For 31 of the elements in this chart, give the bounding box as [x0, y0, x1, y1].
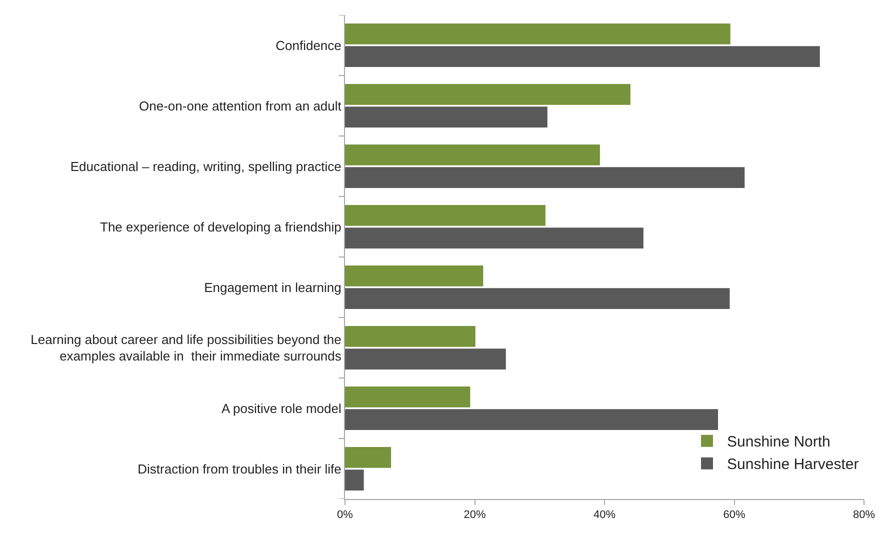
- bar: [345, 446, 392, 468]
- bar: [345, 167, 745, 188]
- bar: [345, 470, 364, 491]
- bar: [345, 409, 718, 430]
- bar: [345, 228, 644, 249]
- bar: [345, 348, 506, 370]
- x-tick-label: 60%: [723, 509, 746, 522]
- bar: [345, 386, 470, 408]
- bar: [345, 204, 546, 226]
- y-tick-label: One-on-one attention from an adult: [139, 98, 342, 114]
- bar: [345, 265, 484, 286]
- y-tick-label: Distraction from troubles in their life: [138, 461, 342, 476]
- x-tick-label: 40%: [593, 509, 616, 522]
- x-tick-label: 20%: [464, 509, 486, 522]
- bar: [345, 106, 548, 128]
- y-tick-label: Confidence: [276, 38, 342, 53]
- bar: [345, 144, 600, 166]
- bar: [345, 84, 630, 105]
- bar: [345, 326, 476, 347]
- x-tick-label: 80%: [852, 509, 876, 522]
- y-tick-label: Learning about career and life possibilities beyond the examples available in their immediate surrounds: [30, 332, 342, 364]
- y-tick-label: Educational – reading, writing, spelling practice: [70, 158, 342, 174]
- bar: [345, 23, 730, 44]
- y-tick-label: Engagement in learning: [204, 280, 342, 295]
- legend-label: Sunshine Harvester: [727, 456, 859, 474]
- legend-label: Sunshine North: [727, 434, 830, 451]
- x-tick-label: 0%: [337, 509, 354, 522]
- bar: [345, 288, 730, 310]
- y-tick-label: A positive role model: [221, 400, 342, 416]
- y-tick-label: The experience of developing a friendship: [100, 219, 342, 234]
- bar: [345, 46, 820, 68]
